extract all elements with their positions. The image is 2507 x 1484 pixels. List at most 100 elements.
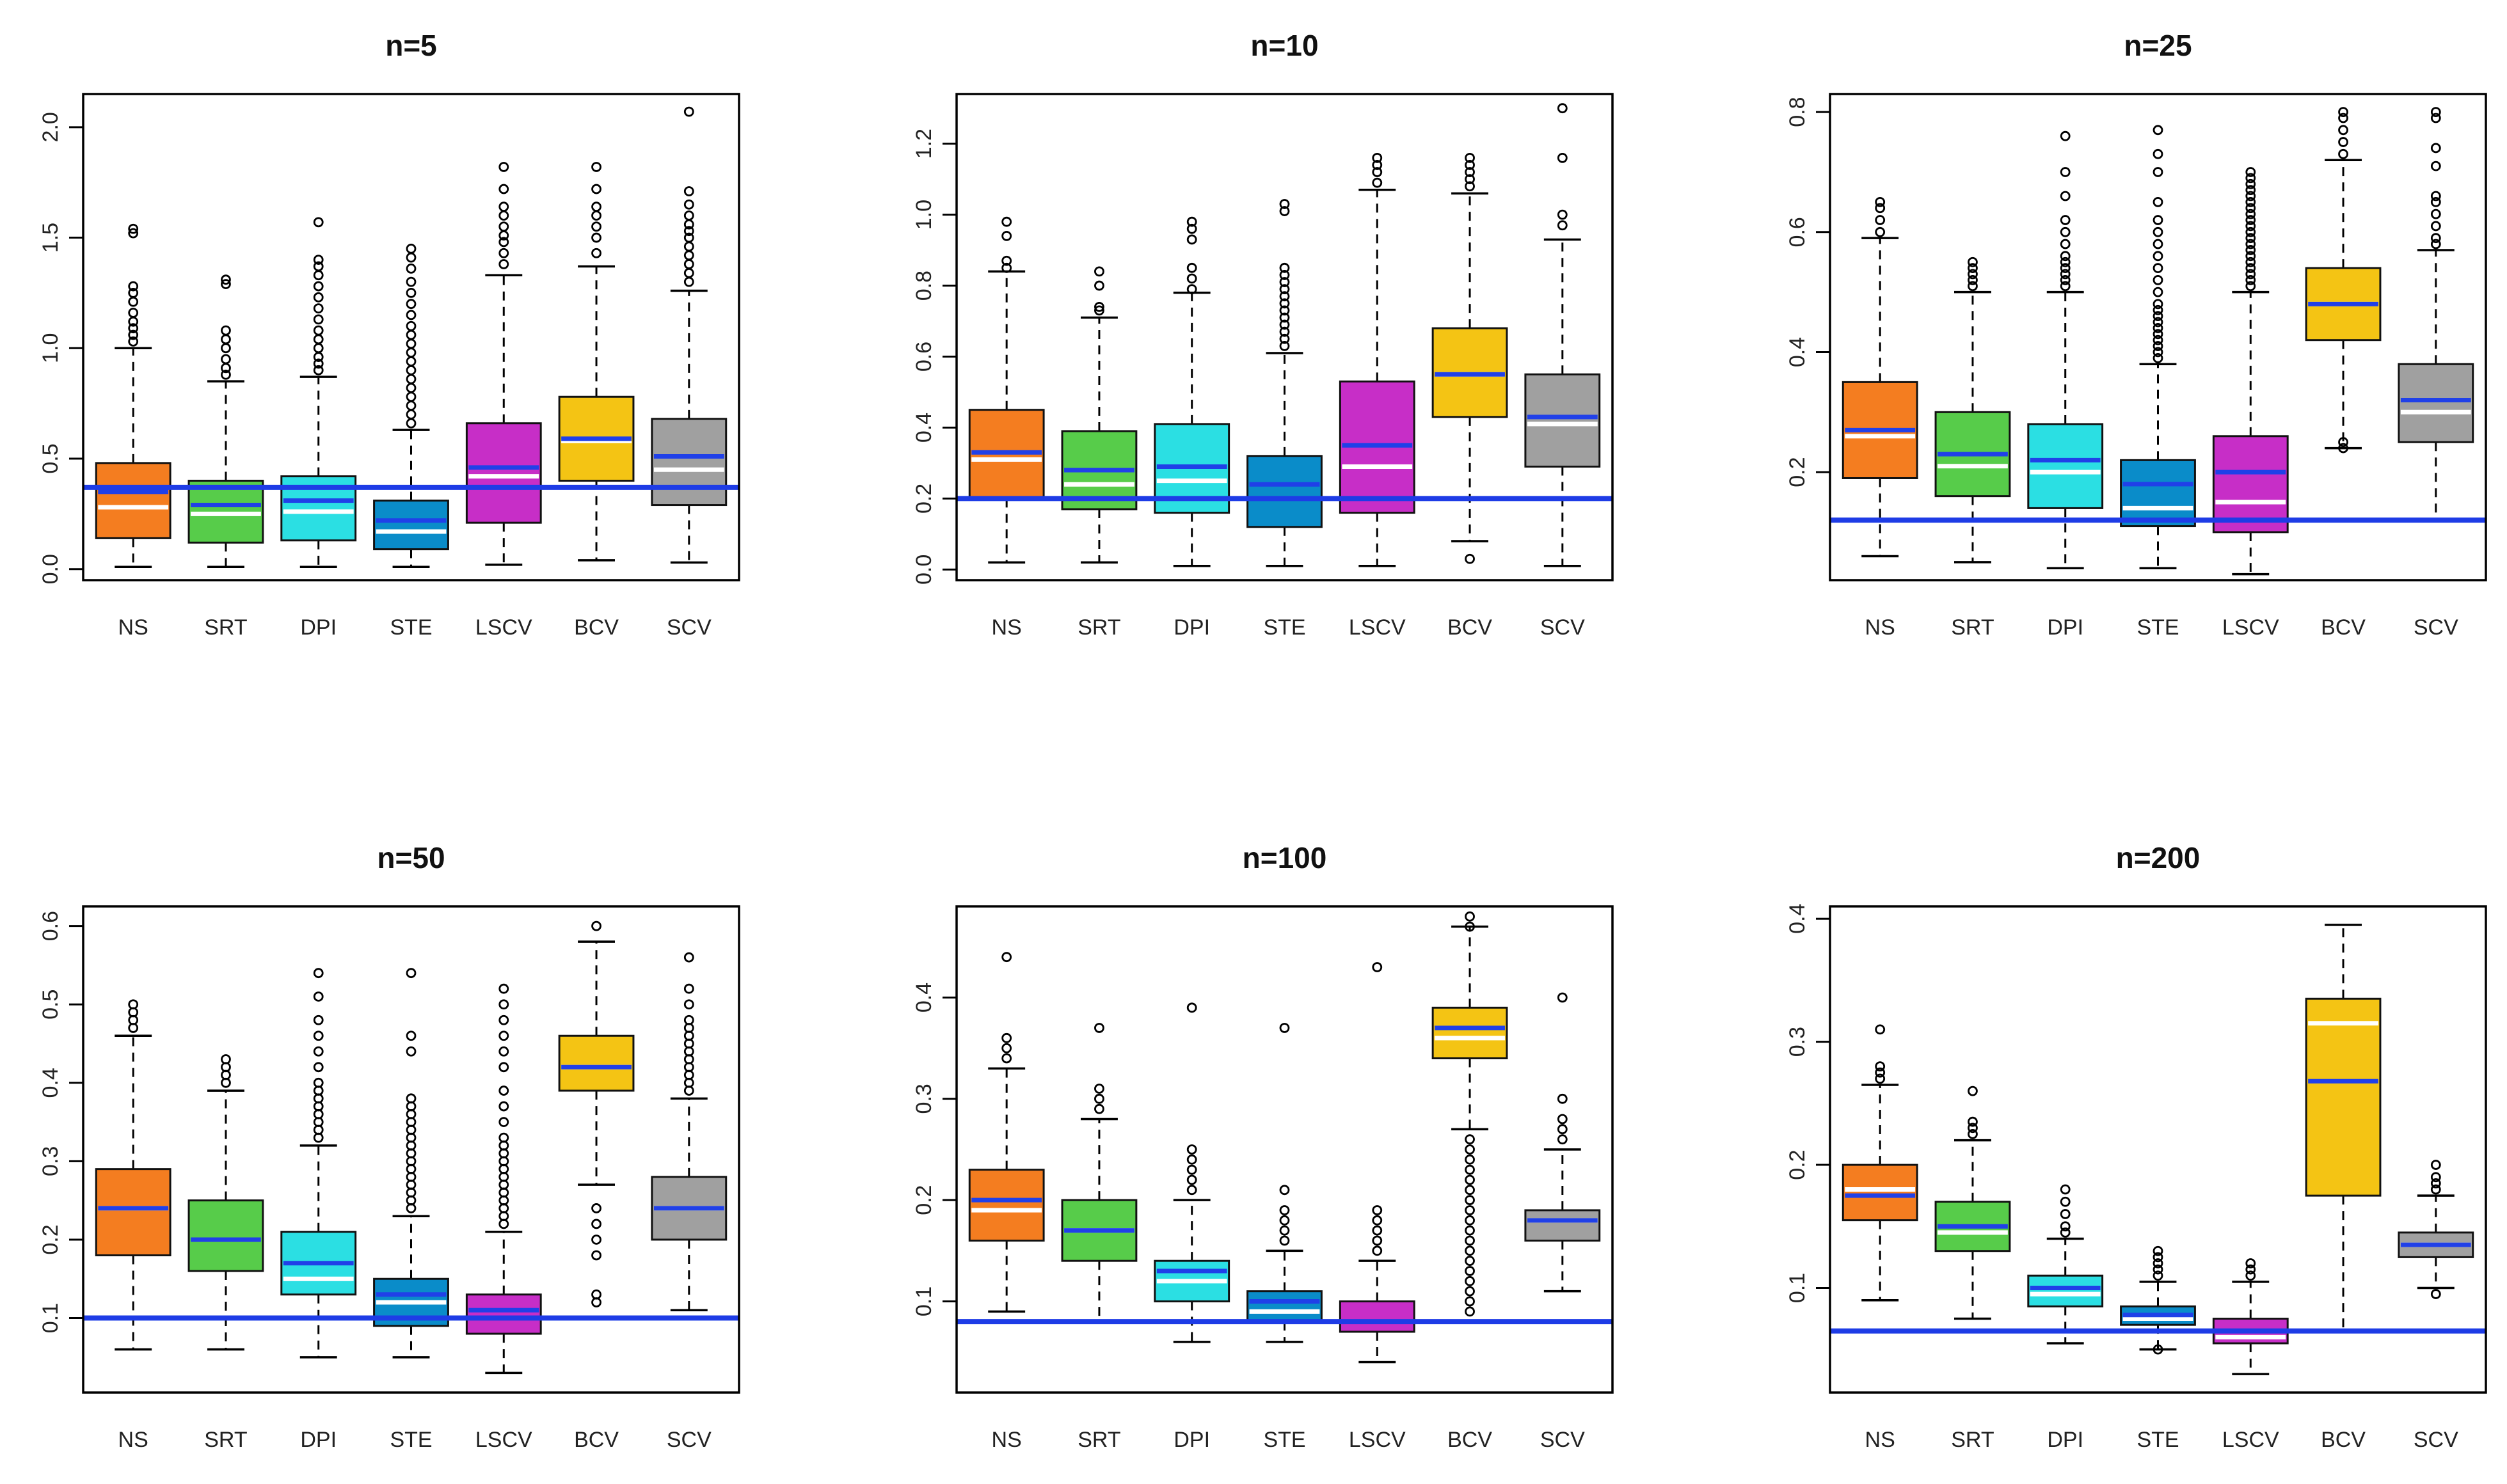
box-dpi [280, 968, 357, 1359]
iqr-box [558, 1034, 635, 1092]
outlier-point [221, 354, 231, 365]
outlier-point [1465, 1296, 1475, 1307]
plot-frame [1829, 905, 2487, 1394]
outlier-point [221, 279, 231, 289]
iqr-box [2120, 459, 2196, 528]
category-label: SRT [1951, 1428, 1994, 1452]
plot-frame [955, 93, 1614, 581]
outlier-point [683, 276, 694, 287]
category-label: BCV [574, 1428, 619, 1452]
outlier-point [1875, 1024, 1886, 1035]
outlier-point [128, 999, 139, 1010]
outlier-point [128, 296, 139, 307]
y-tick-label: 0.8 [912, 271, 936, 301]
outlier-point [2430, 1172, 2441, 1183]
outlier-point [2245, 281, 2256, 292]
box-lscv [2212, 1258, 2289, 1375]
outlier-point [683, 259, 694, 269]
box-ns [95, 999, 171, 1351]
outlier-point [221, 343, 231, 354]
chart-title: n=50 [377, 841, 445, 874]
box-bcv [1431, 152, 1508, 564]
y-tick-label: 0.4 [912, 983, 936, 1013]
outlier-point [1279, 277, 1290, 287]
outlier-point [1186, 1164, 1197, 1175]
outlier-point [591, 184, 601, 194]
box-ns [1842, 1024, 1918, 1302]
outlier-point [1557, 209, 1568, 220]
outlier-point [498, 1062, 509, 1073]
category-label: BCV [2321, 615, 2366, 640]
outlier-point [1186, 216, 1197, 227]
outlier-point [1465, 1144, 1475, 1155]
chart-panel: n=50 0.1 0.2 0.3 0.4 0.5 0.6 NS SRT DPI STE LSCV BCV… [38, 841, 740, 1452]
iqr-box [1524, 373, 1601, 468]
outlier-point [128, 228, 139, 239]
iqr-box [1524, 1209, 1601, 1242]
outlier-point [1279, 1205, 1290, 1215]
outlier-point [313, 1030, 324, 1041]
outlier-point [313, 1046, 324, 1057]
outlier-point [2245, 167, 2256, 177]
outlier-point [498, 162, 509, 172]
outlier-point [406, 264, 417, 274]
outlier-point [591, 1219, 601, 1229]
outlier-point [1465, 553, 1475, 564]
outlier-point [406, 299, 417, 310]
outlier-point [1372, 1205, 1383, 1215]
outlier-point [498, 983, 509, 994]
outlier-point [2153, 299, 2163, 310]
category-label: SCV [1540, 1428, 1585, 1452]
outlier-point [683, 226, 694, 237]
outlier-point [1465, 1275, 1475, 1286]
outlier-point [2430, 161, 2441, 171]
chart-title: n=25 [2124, 29, 2192, 62]
outlier-point [2060, 281, 2071, 292]
outlier-point [2430, 209, 2441, 219]
outlier-point [128, 288, 139, 298]
category-label: SRT [204, 1428, 247, 1452]
box-dpi [1154, 216, 1230, 567]
outlier-point [498, 259, 509, 269]
outlier-point [2338, 437, 2348, 448]
box-bcv [2305, 924, 2382, 1332]
outlier-point [1094, 301, 1104, 312]
outlier-point [2430, 143, 2441, 154]
outlier-point [591, 248, 601, 258]
outlier-point [2153, 329, 2163, 340]
outlier-point [1279, 319, 1290, 330]
box-ste [373, 968, 449, 1359]
outlier-point [313, 217, 324, 228]
outlier-point [2153, 274, 2163, 285]
outlier-point [313, 255, 324, 265]
outlier-point [1465, 167, 1475, 177]
iqr-box [95, 1168, 171, 1256]
outlier-point [1465, 1225, 1475, 1236]
iqr-box [2027, 423, 2104, 509]
outlier-point [1186, 1154, 1197, 1165]
outlier-point [313, 334, 324, 345]
y-tick-label: 0.4 [912, 413, 936, 443]
outlier-point [313, 281, 324, 292]
outlier-point [1557, 1134, 1568, 1145]
outlier-point [2245, 1258, 2256, 1268]
category-label: NS [118, 615, 148, 640]
outlier-point [2430, 113, 2441, 123]
outlier-point [1279, 340, 1290, 351]
outlier-point [1186, 223, 1197, 234]
outlier-point [498, 1085, 509, 1096]
outlier-point [1465, 1306, 1475, 1317]
outlier-point [498, 221, 509, 232]
box-srt [187, 1054, 264, 1351]
category-label: DPI [2047, 615, 2083, 640]
outlier-point [313, 343, 324, 354]
outlier-point [1372, 1235, 1383, 1246]
iqr-box [1246, 1290, 1323, 1323]
category-label: SRT [1078, 1428, 1120, 1452]
outlier-point [1465, 1286, 1475, 1297]
outlier-point [2245, 226, 2256, 237]
outlier-point [313, 365, 324, 375]
outlier-point [2338, 107, 2348, 118]
outlier-point [1279, 206, 1290, 216]
outlier-point [406, 418, 417, 429]
